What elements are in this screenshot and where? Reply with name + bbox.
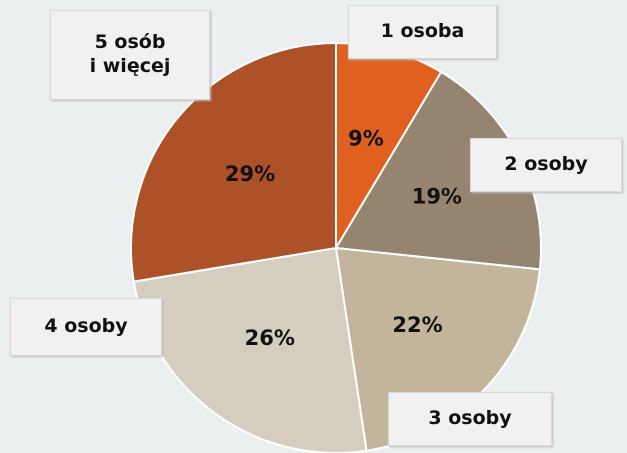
- data-label: 29%: [225, 162, 275, 186]
- data-label: 22%: [392, 313, 442, 337]
- data-label: 19%: [412, 185, 462, 209]
- category-label: 4 osoby: [10, 298, 162, 356]
- category-label: 2 osoby: [470, 138, 622, 192]
- category-label: 1 osoba: [348, 5, 497, 59]
- category-label: 3 osoby: [388, 392, 552, 446]
- data-label: 9%: [348, 126, 384, 150]
- data-label: 26%: [245, 326, 295, 350]
- category-label: 5 osób i więcej: [50, 10, 210, 100]
- slice: [130, 41, 337, 283]
- slice: [132, 246, 368, 453]
